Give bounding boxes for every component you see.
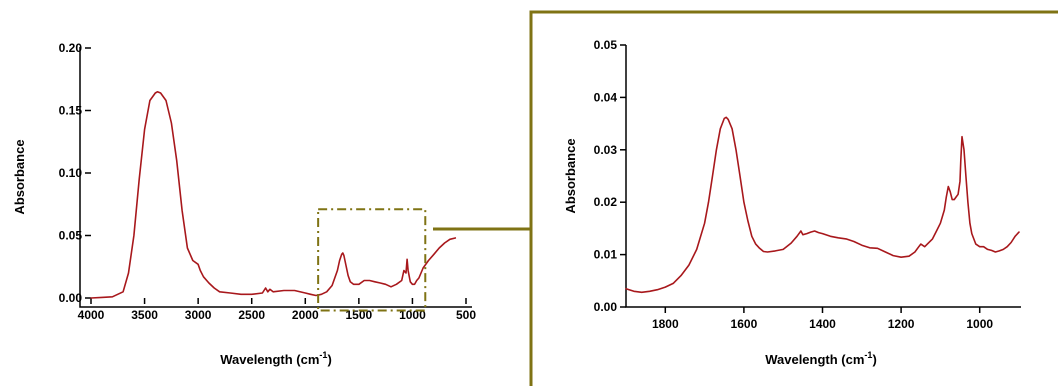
y-tick-label: 0.01 — [594, 248, 618, 262]
zoom-y-axis-title: Absorbance — [563, 138, 578, 213]
y-tick-label: 0.10 — [59, 166, 83, 180]
y-tick-label: 0.03 — [594, 143, 618, 157]
main-x-ticks: 4000 3500 3000 2500 2000 1500 1000 500 — [78, 298, 476, 322]
x-tick-label: 3500 — [131, 308, 158, 322]
y-tick-label: 0.05 — [59, 229, 83, 243]
zoom-frame — [529, 10, 1058, 386]
x-tick-label: 1800 — [652, 317, 679, 331]
x-tick-label: 4000 — [78, 308, 105, 322]
full-spectrum-chart: 0.00 0.05 0.10 0.15 0.20 4000 3500 3000 2500 200… — [12, 41, 476, 367]
y-tick-label: 0.05 — [594, 38, 618, 52]
y-tick-label: 0.04 — [594, 90, 618, 104]
x-tick-label: 1000 — [966, 317, 993, 331]
x-tick-label: 1400 — [809, 317, 836, 331]
main-y-axis-title: Absorbance — [12, 139, 27, 214]
main-x-axis-title: Wavelength (cm-1) — [220, 350, 332, 367]
zoom-x-ticks: 1800 1600 1400 1200 1000 — [652, 307, 993, 331]
x-tick-label: 2500 — [238, 308, 265, 322]
main-y-ticks: 0.00 0.05 0.10 0.15 0.20 — [59, 41, 91, 305]
main-axes — [79, 47, 472, 308]
zoomed-spectrum-chart: 0.00 0.01 0.02 0.03 0.04 0.05 1800 1600 1400 120… — [563, 38, 1021, 367]
zoom-spectrum-line — [625, 116, 1020, 294]
x-tick-label: 2000 — [292, 308, 319, 322]
x-tick-label: 1600 — [731, 317, 758, 331]
x-tick-label: 1200 — [888, 317, 915, 331]
zoom-x-axis-title: Wavelength (cm-1) — [765, 350, 877, 367]
y-tick-label: 0.20 — [59, 41, 83, 55]
zoom-axes — [625, 45, 1021, 308]
zoom-region-box — [317, 208, 427, 312]
y-tick-label: 0.00 — [59, 291, 83, 305]
y-tick-label: 0.02 — [594, 195, 618, 209]
main-spectrum-line — [90, 91, 457, 299]
y-tick-label: 0.15 — [59, 104, 83, 118]
x-tick-label: 500 — [456, 308, 476, 322]
x-tick-label: 3000 — [185, 308, 212, 322]
y-tick-label: 0.00 — [594, 300, 618, 314]
zoom-y-ticks: 0.00 0.01 0.02 0.03 0.04 0.05 — [594, 38, 626, 314]
